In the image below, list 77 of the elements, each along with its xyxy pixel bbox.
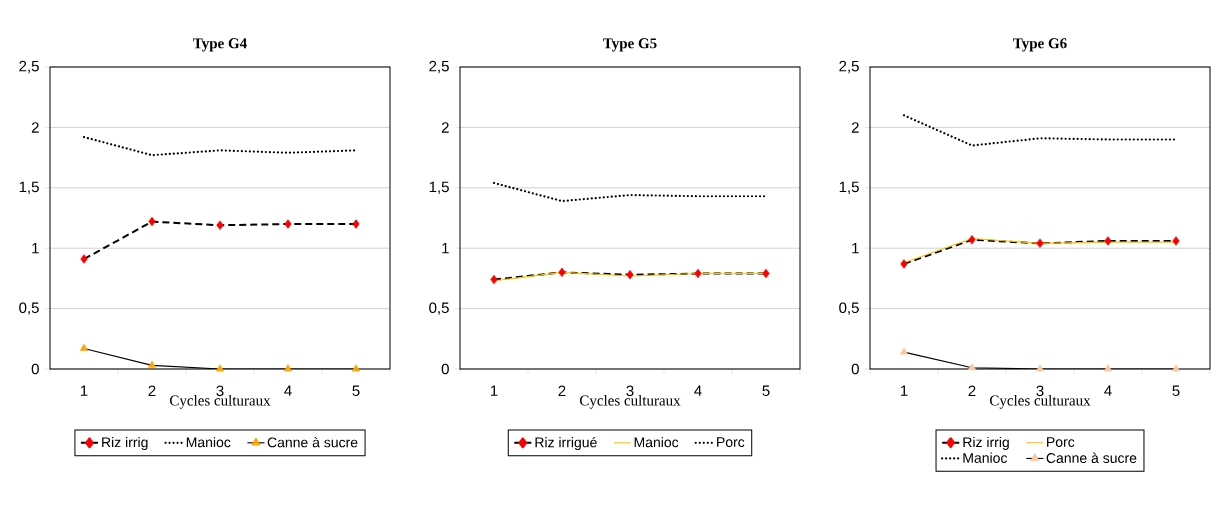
point bbox=[1172, 236, 1180, 246]
y-tick-label: 2 bbox=[851, 122, 859, 133]
x-tick-label: 3 bbox=[1036, 385, 1044, 397]
y-tick-label: 2 bbox=[441, 122, 449, 133]
point bbox=[899, 347, 909, 355]
legend-label: Canne à sucre bbox=[1046, 452, 1137, 463]
x-tick-label: 4 bbox=[694, 385, 702, 396]
point bbox=[900, 259, 908, 269]
point bbox=[148, 216, 156, 227]
x-tick-label: 1 bbox=[900, 385, 908, 396]
y-tick-label: 2,5 bbox=[429, 60, 449, 74]
x-axis-title: Cycles culturaux bbox=[580, 395, 681, 409]
x-tick-label: 1 bbox=[490, 385, 498, 396]
y-tick-label: 1,5 bbox=[429, 181, 449, 194]
legend-label: Canne à sucre bbox=[267, 436, 358, 448]
x-tick-label: 3 bbox=[216, 385, 224, 397]
point bbox=[80, 254, 88, 264]
point bbox=[967, 363, 977, 371]
x-tick-label: 5 bbox=[762, 385, 770, 396]
legend-label: Manioc bbox=[186, 436, 231, 448]
line-series bbox=[492, 181, 768, 203]
point bbox=[762, 268, 770, 279]
point bbox=[215, 364, 225, 372]
y-tick-label: 1,5 bbox=[839, 181, 859, 194]
point bbox=[79, 343, 89, 351]
point bbox=[216, 220, 224, 230]
legend-label: Porc bbox=[1047, 437, 1075, 447]
x-tick-label: 4 bbox=[284, 385, 292, 396]
point bbox=[1171, 364, 1181, 372]
x-tick-label: 4 bbox=[1104, 385, 1112, 396]
x-tick-label: 2 bbox=[968, 385, 976, 397]
point bbox=[490, 274, 498, 285]
y-tick-label: 1 bbox=[442, 243, 449, 254]
point bbox=[1104, 236, 1112, 246]
y-tick-label: 2,5 bbox=[19, 60, 39, 74]
point bbox=[694, 268, 702, 279]
y-tick-label: 0,5 bbox=[19, 302, 39, 315]
point bbox=[626, 270, 634, 280]
y-tick-label: 0 bbox=[851, 363, 859, 375]
point bbox=[1035, 364, 1045, 372]
y-tick-label: 1 bbox=[32, 243, 39, 254]
point bbox=[352, 219, 360, 229]
y-tick-label: 1,5 bbox=[19, 181, 39, 194]
y-tick-label: 0 bbox=[31, 363, 39, 375]
y-tick-label: 2,5 bbox=[839, 60, 859, 74]
point bbox=[283, 364, 293, 372]
x-axis-title: Cycles culturaux bbox=[170, 395, 271, 409]
y-tick-label: 0 bbox=[441, 363, 449, 375]
point bbox=[1036, 238, 1044, 249]
x-axis-title: Cycles culturaux bbox=[990, 395, 1091, 409]
legend-label: Manioc bbox=[963, 452, 1008, 463]
point bbox=[147, 360, 157, 368]
x-tick-label: 2 bbox=[558, 385, 566, 397]
point bbox=[284, 219, 292, 229]
line-series bbox=[902, 114, 1178, 147]
y-tick-label: 0,5 bbox=[429, 302, 449, 315]
y-tick-label: 2 bbox=[31, 122, 39, 133]
x-tick-label: 3 bbox=[626, 385, 634, 397]
legend-label: Riz irrigué bbox=[535, 436, 597, 451]
legend-label: Manioc bbox=[634, 436, 679, 448]
x-tick-label: 5 bbox=[1172, 385, 1180, 396]
y-tick-label: 1 bbox=[852, 243, 859, 254]
line-series bbox=[82, 135, 358, 157]
point bbox=[558, 267, 566, 278]
legend-label: Riz irrig bbox=[963, 436, 1009, 450]
y-tick-label: 0,5 bbox=[839, 302, 859, 315]
chart-title: Type G5 bbox=[603, 38, 657, 52]
point bbox=[1103, 364, 1113, 372]
x-tick-label: 5 bbox=[352, 385, 360, 396]
chart-title: Type G6 bbox=[1013, 38, 1067, 52]
x-tick-label: 2 bbox=[148, 385, 156, 397]
legend-label: Porc bbox=[717, 437, 745, 448]
x-tick-label: 1 bbox=[80, 385, 88, 396]
legend-label: Riz irrig bbox=[102, 436, 148, 451]
point bbox=[351, 364, 361, 372]
chart-title: Type G4 bbox=[193, 38, 247, 52]
point bbox=[968, 235, 976, 245]
